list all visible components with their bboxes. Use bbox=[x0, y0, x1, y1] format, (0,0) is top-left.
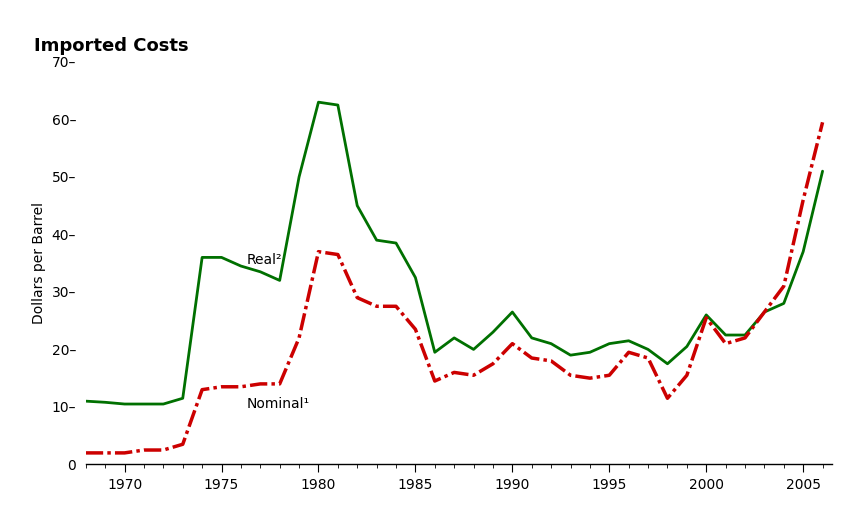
Text: Real²: Real² bbox=[247, 253, 282, 267]
Text: Imported Costs: Imported Costs bbox=[33, 37, 188, 55]
Text: Nominal¹: Nominal¹ bbox=[247, 397, 310, 411]
Y-axis label: Dollars per Barrel: Dollars per Barrel bbox=[32, 202, 46, 324]
